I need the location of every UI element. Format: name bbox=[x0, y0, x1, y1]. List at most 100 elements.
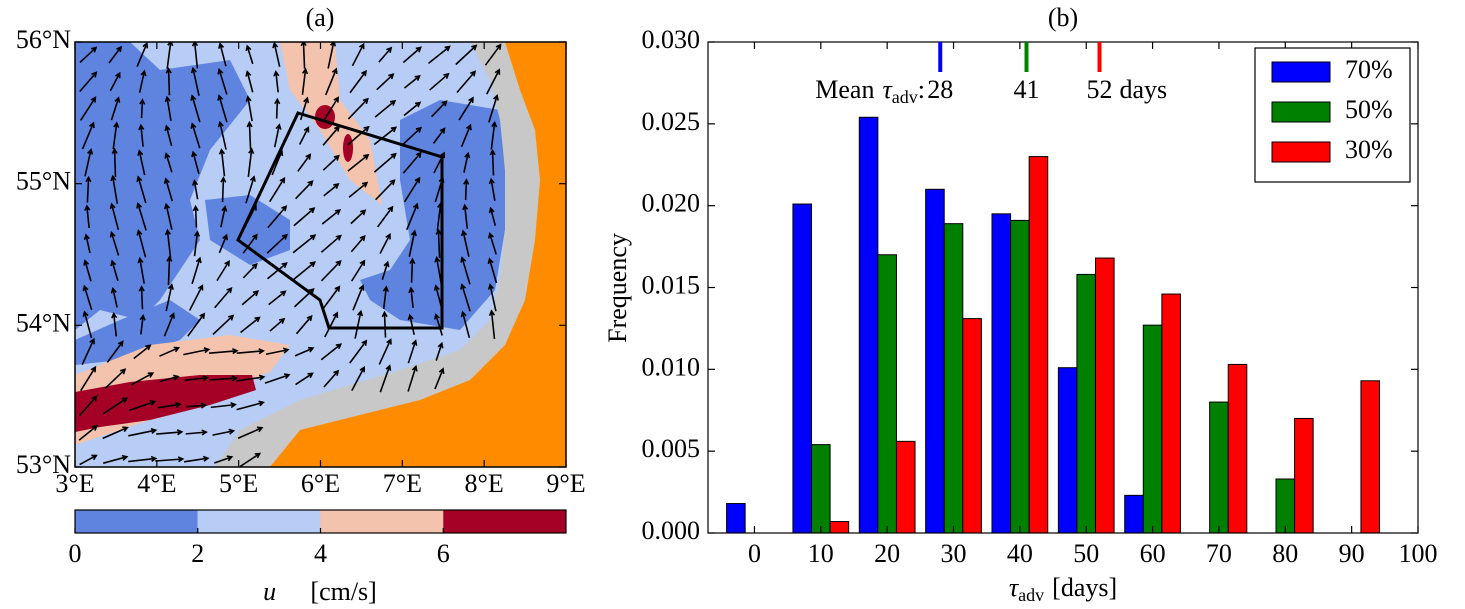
flow-arrow bbox=[133, 344, 152, 360]
panel-title: (a) bbox=[306, 3, 335, 32]
colorbar-tick-label: 4 bbox=[314, 539, 327, 568]
x-tick-label: 4°E bbox=[137, 469, 176, 498]
flow-arrow bbox=[109, 230, 120, 256]
x-tick-label: 0 bbox=[748, 539, 761, 568]
flow-arrow bbox=[111, 311, 118, 337]
y-tick-label: 0.020 bbox=[642, 189, 701, 218]
flow-arrow bbox=[193, 230, 201, 257]
flow-arrow bbox=[137, 149, 146, 176]
flow-arrow bbox=[265, 347, 290, 356]
x-tick-label: 50 bbox=[1073, 539, 1099, 568]
flow-arrow bbox=[382, 285, 389, 310]
flow-arrow bbox=[269, 317, 286, 332]
x-tick-label: 70 bbox=[1206, 539, 1232, 568]
flow-arrow bbox=[166, 42, 174, 69]
flow-arrow bbox=[273, 70, 280, 93]
flow-arrow bbox=[376, 73, 395, 91]
flow-arrow bbox=[164, 228, 172, 258]
flow-arrow bbox=[379, 364, 392, 393]
bar bbox=[895, 440, 916, 534]
flow-arrow bbox=[407, 313, 415, 335]
flow-arrow bbox=[292, 261, 316, 281]
flow-arrow bbox=[463, 151, 471, 173]
y-tick-label: 0.025 bbox=[642, 107, 701, 136]
flow-arrow bbox=[406, 202, 419, 231]
flow-arrow bbox=[433, 312, 443, 336]
bar bbox=[991, 213, 1012, 534]
x-tick-label: 3°E bbox=[55, 469, 94, 498]
flow-arrow bbox=[272, 42, 281, 67]
flow-arrow bbox=[273, 123, 282, 148]
flow-arrow bbox=[84, 148, 94, 177]
flow-arrow bbox=[462, 203, 469, 229]
flow-arrow bbox=[246, 120, 253, 150]
flow-arrow bbox=[110, 96, 121, 121]
flow-arrow bbox=[351, 42, 365, 67]
flow-arrow bbox=[322, 285, 341, 310]
flow-arrow bbox=[429, 72, 450, 91]
flow-arrow bbox=[403, 101, 422, 117]
bar bbox=[925, 188, 945, 534]
flow-arrow bbox=[301, 67, 309, 95]
flow-arrow bbox=[157, 401, 182, 409]
flow-arrow bbox=[487, 283, 497, 312]
bar bbox=[1275, 478, 1296, 534]
x-tick-label: 40 bbox=[1007, 539, 1033, 568]
x-tick-label: 9°E bbox=[546, 469, 585, 498]
y-tick-label: 0.010 bbox=[642, 352, 701, 381]
flow-arrow bbox=[139, 98, 146, 119]
flow-arrow bbox=[297, 153, 312, 172]
flow-arrow bbox=[192, 179, 199, 200]
flow-arrow bbox=[300, 42, 307, 69]
flow-arrow bbox=[109, 71, 121, 92]
legend-label: 50% bbox=[1345, 95, 1393, 124]
flow-arrow bbox=[190, 94, 201, 123]
flow-arrow bbox=[192, 204, 199, 228]
flow-arrow bbox=[78, 395, 98, 417]
flow-arrow bbox=[187, 312, 206, 337]
bar bbox=[829, 521, 850, 534]
flow-arrow bbox=[81, 337, 95, 366]
flow-arrow bbox=[216, 259, 230, 282]
flow-arrow bbox=[239, 452, 262, 467]
flow-arrow bbox=[159, 346, 181, 357]
flow-arrow bbox=[381, 260, 390, 280]
flow-arrow bbox=[245, 95, 253, 122]
legend-swatch bbox=[1271, 101, 1331, 123]
flow-arrow bbox=[350, 259, 366, 282]
symbol: τ bbox=[882, 75, 893, 104]
flow-arrow bbox=[295, 180, 314, 200]
flow-arrow bbox=[82, 284, 93, 311]
flow-arrow bbox=[379, 232, 391, 254]
bar bbox=[811, 444, 831, 534]
flow-arrow bbox=[299, 96, 310, 121]
flow-arrow bbox=[324, 67, 338, 96]
flow-arrow bbox=[210, 401, 237, 409]
flow-arrow bbox=[247, 147, 255, 177]
flow-arrow bbox=[102, 397, 129, 415]
flow-arrow bbox=[430, 100, 448, 118]
flow-arrow bbox=[354, 309, 364, 339]
flow-arrow bbox=[138, 285, 145, 310]
flow-arrow bbox=[294, 346, 315, 357]
flow-arrow bbox=[111, 147, 118, 177]
flow-arrow bbox=[217, 67, 228, 95]
flow-arrow bbox=[218, 42, 227, 67]
flow-arrow bbox=[463, 178, 470, 201]
flow-arrow bbox=[236, 374, 266, 382]
x-tick-label: 6°E bbox=[301, 469, 340, 498]
flow-arrow bbox=[403, 74, 421, 89]
land bbox=[270, 42, 566, 467]
colorbar-label: u⃗ [cm/s] bbox=[263, 577, 377, 606]
bar bbox=[1057, 367, 1078, 534]
x-tick-label: 5°E bbox=[219, 469, 258, 498]
suffix: : bbox=[918, 75, 925, 104]
mean-value: 41 bbox=[1014, 75, 1040, 104]
flow-arrow bbox=[110, 259, 119, 282]
flow-arrow bbox=[240, 316, 261, 334]
flow-arrow bbox=[185, 429, 208, 436]
text: Mean bbox=[815, 75, 874, 104]
region bbox=[75, 42, 250, 330]
flow-arrow bbox=[214, 286, 233, 309]
bar bbox=[858, 116, 879, 534]
